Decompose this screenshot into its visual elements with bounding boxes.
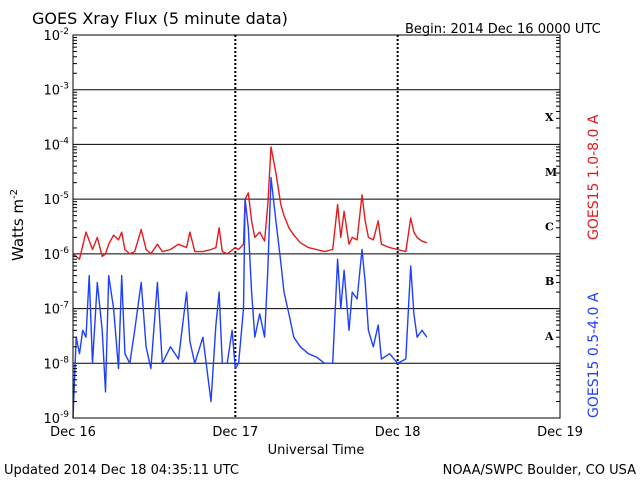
y-tick-label: 10-9: [43, 410, 69, 427]
updated-label: Updated 2014 Dec 18 04:35:11 UTC: [4, 463, 239, 478]
y-tick-label: 10-7: [43, 301, 69, 318]
grid: [73, 89, 560, 364]
y-tick-label: 10-5: [43, 191, 69, 208]
flare-class-label: C: [545, 221, 554, 234]
chart-title: GOES Xray Flux (5 minute data): [32, 9, 288, 28]
x-ticks: Dec 16 Dec 17 Dec 18 Dec 19: [50, 425, 583, 440]
credit-label: NOAA/SWPC Boulder, CO USA: [443, 463, 636, 478]
flare-class-label: M: [545, 166, 557, 179]
x-tick-label: Dec 16: [50, 425, 96, 440]
plot-frame: [72, 34, 561, 419]
y-tick-label: 10-2: [43, 27, 69, 44]
y-axis-label-exp: -2: [9, 189, 20, 199]
y-tick-label: 10-4: [43, 136, 69, 153]
y-tick-label: 10-8: [43, 355, 69, 372]
y-tick-label: 10-3: [43, 82, 69, 99]
flare-class-label: B: [545, 275, 554, 288]
begin-label: Begin: 2014 Dec 16 0000 UTC: [405, 22, 601, 37]
x-tick-label: Dec 18: [375, 425, 421, 440]
x-axis-label: Universal Time: [268, 443, 365, 458]
legend-long-wave: GOES15 1.0-8.0 A: [586, 114, 602, 240]
legend-short-wave: GOES15 0.5-4.0 A: [586, 292, 602, 418]
x-tick-label: Dec 17: [212, 425, 258, 440]
series-line-short-wave: [72, 176, 428, 419]
y-axis-label-text: Watts m: [9, 199, 27, 261]
series-line-long-wave: [72, 146, 428, 260]
flare-class-labels: A B C M X: [544, 111, 557, 343]
day-separators: [234, 35, 399, 418]
x-tick-label: Dec 19: [537, 425, 583, 440]
series-layer: [72, 146, 428, 419]
y-ticks: 10-9 10-8 10-7 10-6 10-5 10-4 10-3 10-2: [43, 27, 560, 427]
flare-class-label: A: [544, 330, 554, 343]
y-axis-label: Watts m-2: [9, 189, 27, 261]
flare-class-label: X: [545, 111, 554, 124]
y-tick-label: 10-6: [43, 246, 69, 263]
